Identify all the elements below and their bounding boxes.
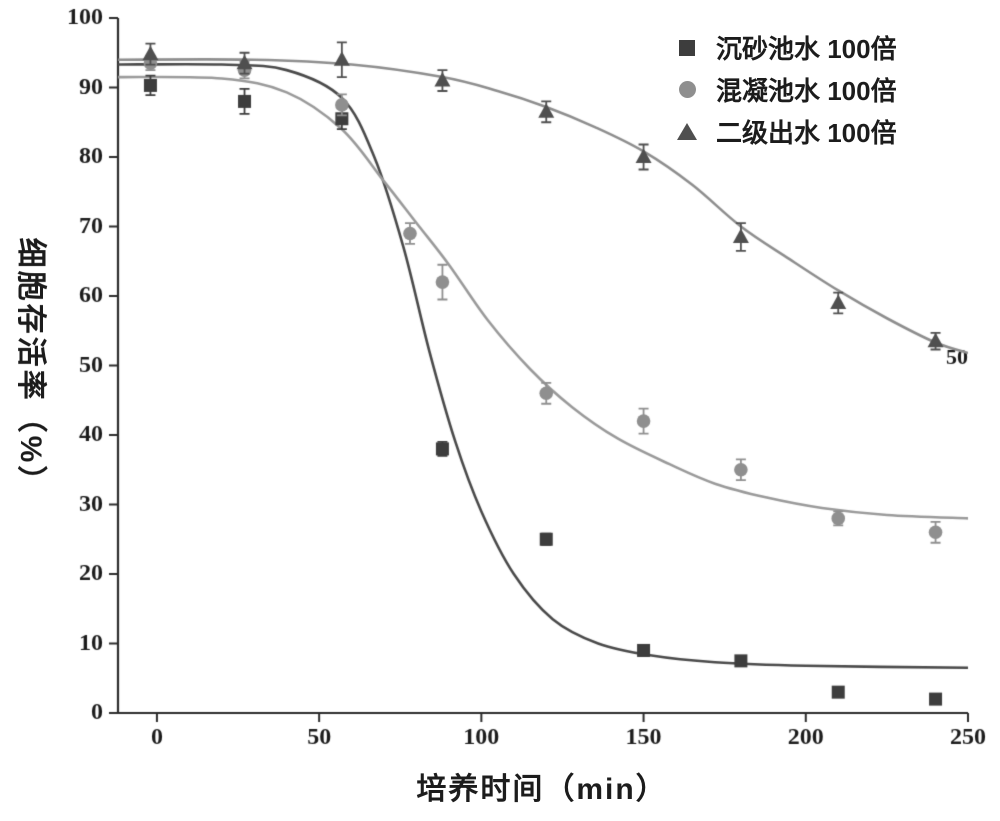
legend-item-secondary-effluent: 二级出水 100倍	[676, 112, 897, 151]
legend: 沉砂池水 100倍 混凝池水 100倍 二级出水 100倍	[676, 28, 897, 151]
legend-item-grit-chamber: 沉砂池水 100倍	[676, 28, 897, 67]
legend-marker-box	[676, 81, 698, 98]
square-marker-icon	[679, 39, 695, 56]
legend-label: 沉砂池水 100倍	[716, 34, 897, 64]
circle-marker-icon	[678, 81, 696, 98]
legend-label: 二级出水 100倍	[716, 118, 897, 148]
legend-label: 混凝池水 100倍	[716, 76, 897, 106]
triangle-marker-icon	[677, 123, 697, 140]
legend-item-coagulation-tank: 混凝池水 100倍	[676, 70, 897, 109]
x-axis-title: 培养时间（min）	[416, 773, 668, 806]
legend-marker-box	[676, 39, 698, 56]
y-axis-title: 细胞存活率（%）	[14, 237, 47, 499]
legend-marker-box	[676, 123, 698, 140]
